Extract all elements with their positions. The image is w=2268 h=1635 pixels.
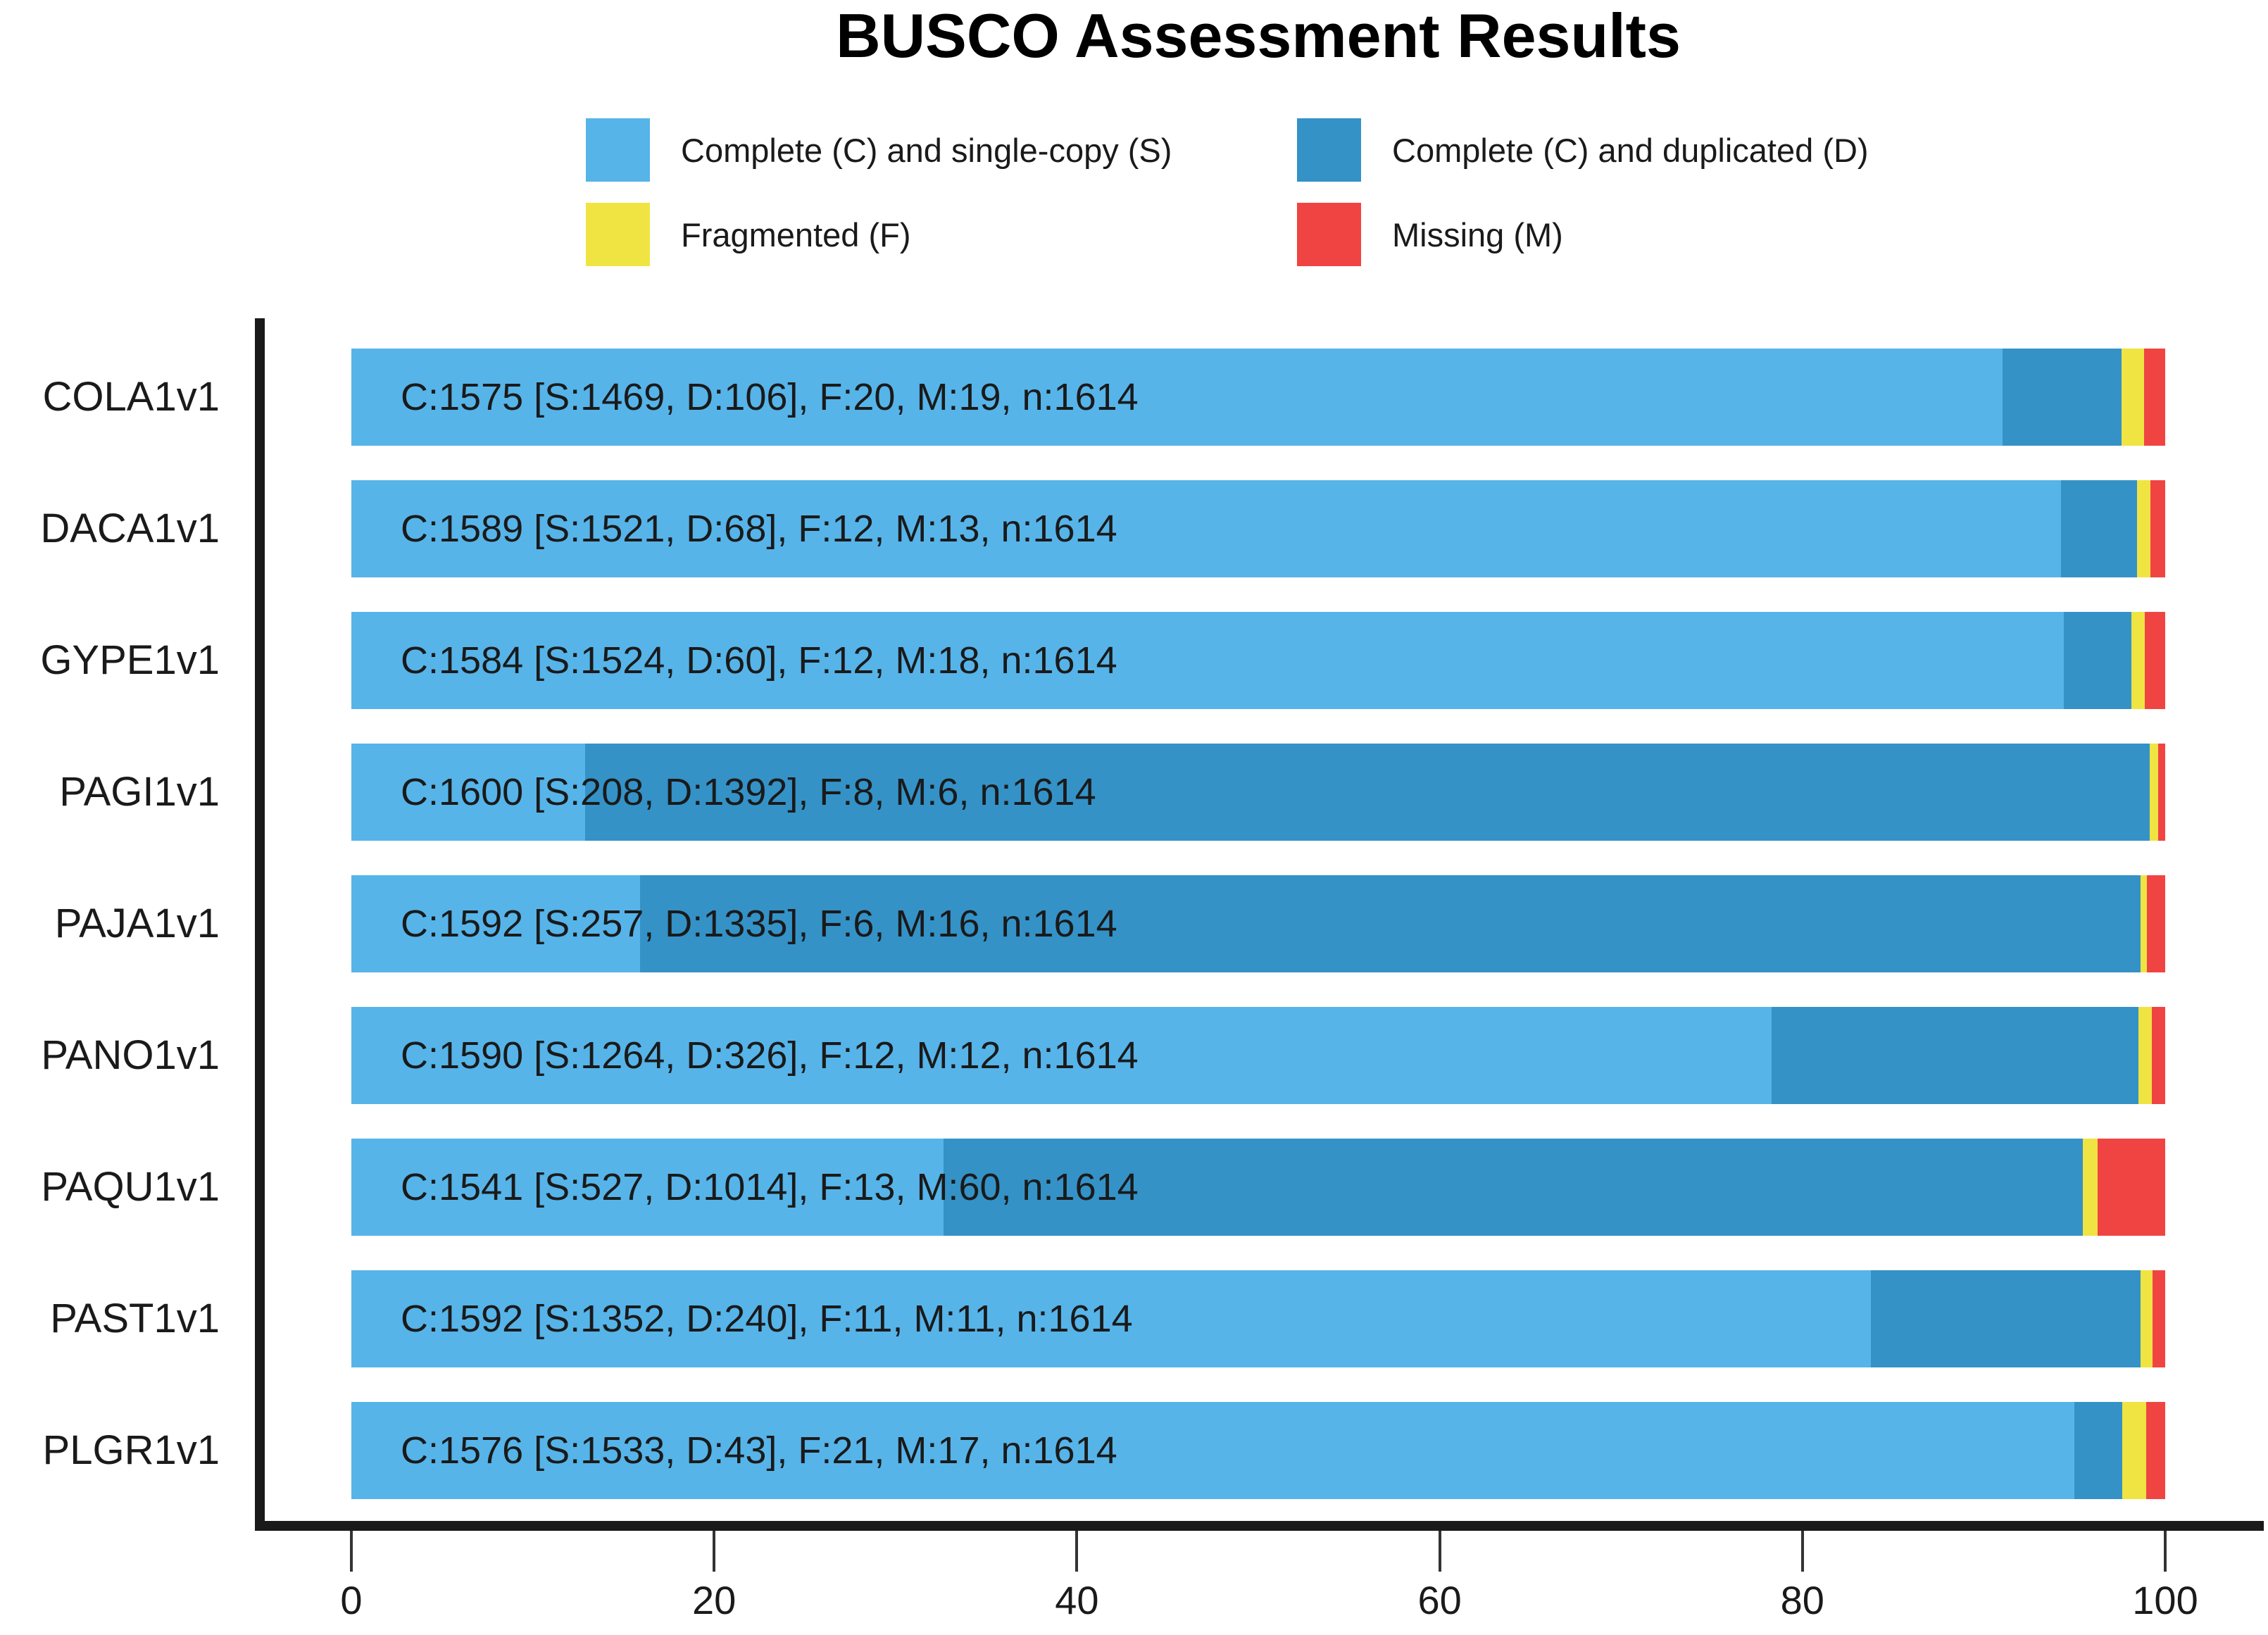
bar-segment-F <box>2137 480 2151 577</box>
bar-segment-S <box>351 1402 2074 1499</box>
y-axis-label: PLGR1v1 <box>42 1427 220 1473</box>
y-axis-label: PAGI1v1 <box>59 769 220 815</box>
bar-segment-S <box>351 1139 944 1236</box>
bar-segment-M <box>2151 1007 2165 1104</box>
bar-row-PAGI1v1: C:1600 [S:208, D:1392], F:8, M:6, n:1614 <box>351 744 2165 841</box>
legend-item-M: Missing (M) <box>1297 203 1563 266</box>
bar-segment-D <box>1772 1007 2138 1104</box>
legend-label-F: Fragmented (F) <box>681 215 911 253</box>
bar-row-GYPE1v1: C:1584 [S:1524, D:60], F:12, M:18, n:161… <box>351 612 2165 709</box>
bar-segment-D <box>944 1139 2084 1236</box>
bar-value-label: C:1576 [S:1533, D:43], F:21, M:17, n:161… <box>401 1429 1117 1472</box>
bar-segment-M <box>2098 1139 2165 1236</box>
bar-segment-M <box>2143 349 2165 446</box>
bar-value-label: C:1600 [S:208, D:1392], F:8, M:6, n:1614 <box>401 771 1096 813</box>
chart-title: BUSCO Assessment Results <box>836 1 1681 70</box>
bar-segment-S <box>351 349 2003 446</box>
legend-label-M: Missing (M) <box>1392 215 1563 253</box>
bar-segment-D <box>2002 349 2122 446</box>
bar-segment-F <box>2140 875 2148 972</box>
y-axis-label: PAQU1v1 <box>41 1164 220 1210</box>
bar-value-label: C:1592 [S:257, D:1335], F:6, M:16, n:161… <box>401 903 1117 945</box>
bar-segment-M <box>2145 1402 2165 1499</box>
x-tick-label: 60 <box>1417 1578 1462 1622</box>
bar-value-label: C:1592 [S:1352, D:240], F:11, M:11, n:16… <box>401 1298 1133 1340</box>
legend-item-F: Fragmented (F) <box>586 203 910 266</box>
bar-segment-M <box>2150 480 2165 577</box>
y-axis-spine <box>255 318 265 1531</box>
x-tick-label: 0 <box>340 1578 363 1622</box>
bar-row-PAJA1v1: C:1592 [S:257, D:1335], F:6, M:16, n:161… <box>351 875 2165 972</box>
bar-segment-D <box>2060 480 2138 577</box>
bar-row-PAQU1v1: C:1541 [S:527, D:1014], F:13, M:60, n:16… <box>351 1139 2165 1236</box>
bar-segment-S <box>351 1007 1772 1104</box>
y-axis-label: PAJA1v1 <box>54 901 220 946</box>
bar-segment-S <box>351 480 2061 577</box>
bar-segment-D <box>2074 1402 2123 1499</box>
x-tick-label: 80 <box>1780 1578 1824 1622</box>
x-tick <box>350 1531 353 1572</box>
bar-row-PAST1v1: C:1592 [S:1352, D:240], F:11, M:11, n:16… <box>351 1270 2165 1367</box>
legend-swatch-D <box>1297 118 1361 182</box>
bar-segment-S <box>351 875 641 972</box>
bar-segment-F <box>2138 1007 2152 1104</box>
bar-segment-D <box>640 875 2141 972</box>
bar-row-COLA1v1: C:1575 [S:1469, D:106], F:20, M:19, n:16… <box>351 349 2165 446</box>
bar-segment-D <box>584 744 2150 841</box>
legend-item-D: Complete (C) and duplicated (D) <box>1297 118 1869 182</box>
bar-value-label: C:1541 [S:527, D:1014], F:13, M:60, n:16… <box>401 1166 1139 1208</box>
bar-row-DACA1v1: C:1589 [S:1521, D:68], F:12, M:13, n:161… <box>351 480 2165 577</box>
legend-item-S: Complete (C) and single-copy (S) <box>586 118 1172 182</box>
x-tick <box>2164 1531 2167 1572</box>
bar-segment-F <box>2149 744 2159 841</box>
bar-segment-S <box>351 744 585 841</box>
x-tick-label: 40 <box>1055 1578 1099 1622</box>
bar-row-PLGR1v1: C:1576 [S:1533, D:43], F:21, M:17, n:161… <box>351 1402 2165 1499</box>
x-axis-spine <box>255 1521 2264 1531</box>
bar-value-label: C:1584 [S:1524, D:60], F:12, M:18, n:161… <box>401 639 1117 682</box>
legend-swatch-S <box>586 118 650 182</box>
bar-segment-F <box>2122 1402 2146 1499</box>
bar-segment-F <box>2121 349 2144 446</box>
bar-segment-F <box>2131 612 2145 709</box>
y-axis-label: GYPE1v1 <box>40 637 220 683</box>
bar-segment-F <box>2140 1270 2153 1367</box>
legend-swatch-F <box>586 203 650 266</box>
bar-segment-D <box>1870 1270 2141 1367</box>
bar-row-PANO1v1: C:1590 [S:1264, D:326], F:12, M:12, n:16… <box>351 1007 2165 1104</box>
x-tick <box>1800 1531 1804 1572</box>
y-axis-label: PAST1v1 <box>50 1296 220 1341</box>
bar-segment-M <box>2158 744 2165 841</box>
bar-segment-F <box>2083 1139 2098 1236</box>
bar-value-label: C:1590 [S:1264, D:326], F:12, M:12, n:16… <box>401 1034 1139 1077</box>
bar-value-label: C:1589 [S:1521, D:68], F:12, M:13, n:161… <box>401 508 1117 550</box>
x-tick-label: 100 <box>2132 1578 2198 1622</box>
x-tick <box>1075 1531 1079 1572</box>
bar-value-label: C:1575 [S:1469, D:106], F:20, M:19, n:16… <box>401 376 1139 418</box>
bar-segment-D <box>2064 612 2132 709</box>
y-axis-label: DACA1v1 <box>40 506 220 551</box>
y-axis-label: PANO1v1 <box>41 1032 220 1078</box>
x-tick <box>1438 1531 1441 1572</box>
bar-segment-M <box>2147 875 2165 972</box>
legend-label-S: Complete (C) and single-copy (S) <box>681 131 1172 169</box>
bar-segment-S <box>351 612 2065 709</box>
x-tick <box>713 1531 716 1572</box>
legend-label-D: Complete (C) and duplicated (D) <box>1392 131 1869 169</box>
y-axis-label: COLA1v1 <box>42 374 220 420</box>
bar-segment-M <box>2145 612 2165 709</box>
legend-swatch-M <box>1297 203 1361 266</box>
x-tick-label: 20 <box>692 1578 737 1622</box>
bar-segment-M <box>2153 1270 2165 1367</box>
bar-segment-S <box>351 1270 1871 1367</box>
